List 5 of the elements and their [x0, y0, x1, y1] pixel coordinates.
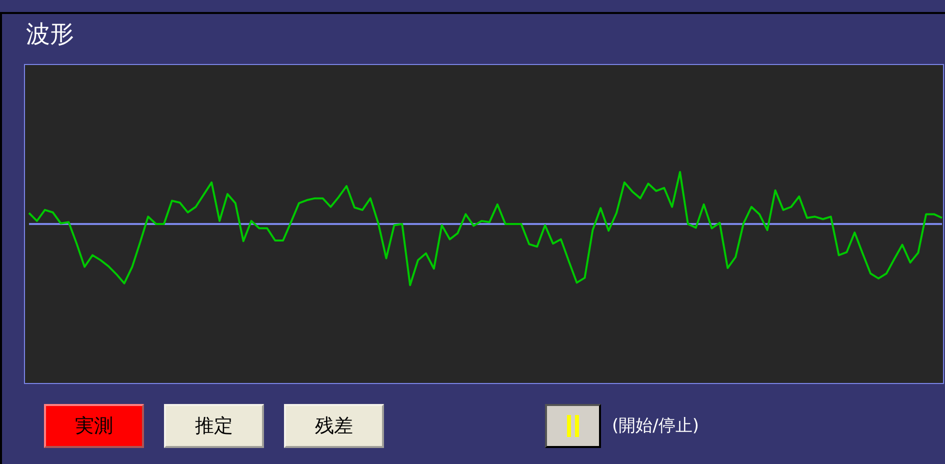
chart-title: 波形 — [26, 19, 74, 50]
text: 実測 — [44, 404, 144, 448]
text: 残差 — [284, 404, 384, 448]
text: 推定 — [164, 404, 264, 448]
text: (開始/停止) — [612, 415, 699, 437]
